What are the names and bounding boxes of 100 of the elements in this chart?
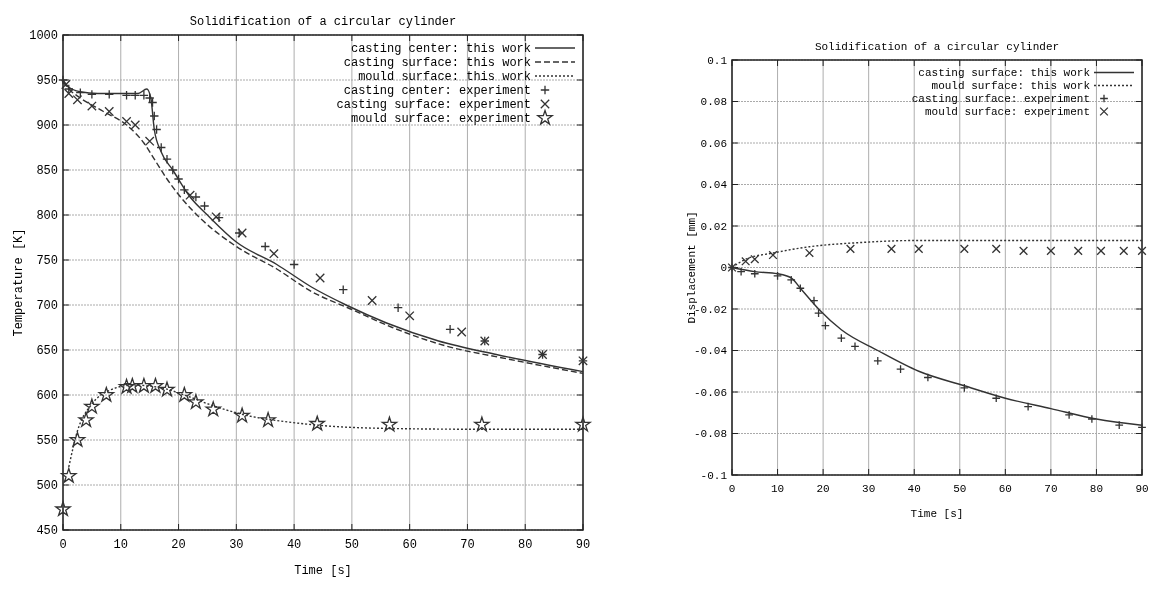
- point: [914, 244, 924, 254]
- point: [130, 120, 141, 130]
- y-tick-label: 750: [36, 254, 58, 269]
- point: [404, 310, 415, 321]
- x-tick-label: 10: [113, 538, 128, 552]
- point: [173, 174, 184, 184]
- point: [1096, 246, 1106, 256]
- point: [260, 412, 276, 427]
- point: [147, 377, 164, 393]
- point: [118, 378, 135, 394]
- point: [289, 259, 299, 270]
- point: [315, 273, 325, 283]
- point: [199, 201, 210, 211]
- y-tick-label: 800: [36, 209, 58, 224]
- point: [55, 501, 71, 517]
- legend-label: casting surface: experiment: [911, 93, 1090, 106]
- y-tick-label: 450: [36, 524, 58, 539]
- legend-label: mould surface: experiment: [924, 106, 1090, 119]
- y-tick-label: 650: [36, 344, 58, 359]
- y-tick-label: -0.1: [700, 469, 728, 482]
- point: [121, 116, 132, 127]
- point: [136, 377, 152, 393]
- point: [575, 416, 591, 432]
- x-tick-label: 90: [1135, 483, 1149, 495]
- x-tick-label: 0: [59, 538, 67, 552]
- point: [474, 416, 490, 432]
- y-tick-label: 0.1: [707, 54, 728, 67]
- y-tick-label: 0.04: [700, 179, 728, 192]
- x-tick-label: 10: [770, 483, 785, 495]
- x-axis-title: Time [s]: [910, 508, 964, 520]
- point: [124, 377, 141, 393]
- point: [309, 415, 326, 431]
- point: [1119, 246, 1129, 256]
- point: [381, 416, 398, 432]
- point: [1019, 246, 1029, 256]
- point: [78, 412, 94, 427]
- y-tick-label: 0.02: [700, 220, 727, 233]
- y-axis-title: Displacement [mm]: [685, 211, 698, 324]
- point: [87, 101, 97, 111]
- point: [159, 381, 175, 397]
- x-tick-label: 70: [460, 538, 475, 552]
- legend-label: mould surface: this work: [931, 80, 1091, 93]
- y-tick-label: 700: [36, 299, 58, 314]
- point: [845, 244, 855, 254]
- point: [1046, 246, 1056, 256]
- point: [188, 394, 204, 409]
- point: [69, 431, 86, 447]
- x-tick-label: 40: [907, 483, 921, 495]
- y-tick-label: -0.04: [693, 345, 728, 358]
- legend-label: casting surface: this work: [918, 67, 1091, 80]
- x-tick-label: 50: [344, 538, 360, 552]
- point: [269, 248, 279, 259]
- x-tick-label: 30: [229, 538, 244, 552]
- y-tick-label: 0.06: [700, 137, 727, 150]
- point: [456, 327, 467, 337]
- legend-label: casting surface: this work: [343, 56, 531, 71]
- y-tick-label: 850: [36, 164, 58, 179]
- point: [886, 244, 896, 254]
- point: [959, 244, 969, 254]
- legend-label: mould surface: this work: [358, 70, 531, 85]
- x-tick-label: 0: [728, 483, 736, 495]
- point: [234, 407, 250, 423]
- point: [98, 386, 115, 402]
- y-tick-label: 950: [36, 74, 58, 89]
- x-tick-label: 30: [862, 483, 876, 495]
- y-tick-label: 600: [36, 389, 58, 404]
- y-axis-title: Temperature [K]: [12, 228, 27, 337]
- y-tick-label: -0.08: [693, 428, 727, 441]
- y-tick-label: 1000: [29, 29, 58, 44]
- x-tick-label: 80: [518, 538, 533, 552]
- point: [63, 88, 74, 99]
- point: [205, 401, 222, 417]
- legend-label: casting center: this work: [350, 42, 531, 57]
- point: [104, 106, 115, 117]
- point: [176, 386, 193, 402]
- legend-label: casting surface: experiment: [336, 98, 531, 113]
- x-tick-label: 60: [402, 538, 417, 552]
- point: [144, 136, 155, 147]
- y-tick-label: 0: [720, 262, 727, 275]
- x-tick-label: 40: [286, 538, 302, 552]
- chart-title: Solidification of a circular cylinder: [814, 41, 1060, 53]
- x-tick-label: 20: [816, 483, 830, 495]
- point: [367, 295, 377, 306]
- point: [1137, 246, 1147, 256]
- y-tick-label: 500: [36, 479, 58, 494]
- x-tick-label: 90: [575, 538, 591, 552]
- point: [60, 467, 77, 483]
- x-tick-label: 70: [1044, 483, 1058, 495]
- point: [768, 250, 778, 260]
- point: [804, 248, 814, 258]
- y-tick-label: 0.08: [700, 96, 727, 109]
- point: [84, 398, 100, 414]
- point: [991, 244, 1001, 254]
- x-tick-label: 80: [1089, 483, 1104, 495]
- chart-title: Solidification of a circular cylinder: [189, 15, 457, 29]
- y-tick-label: 550: [36, 434, 58, 449]
- legend-label: casting center: experiment: [343, 84, 531, 99]
- y-tick-label: -0.06: [693, 386, 727, 399]
- x-tick-label: 20: [171, 538, 186, 552]
- y-tick-label: 900: [36, 119, 58, 134]
